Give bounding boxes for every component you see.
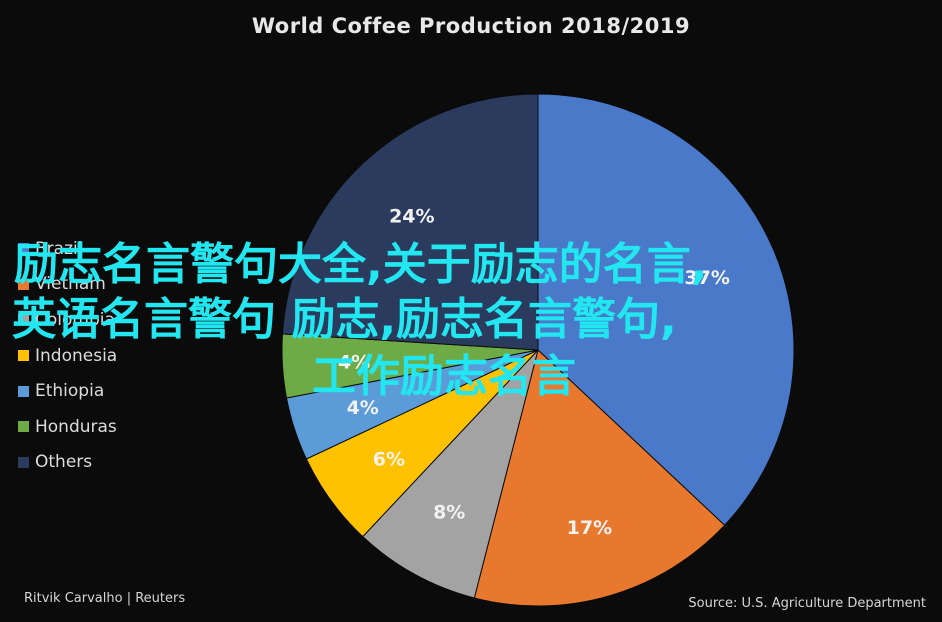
pie-label-brazil: 37% <box>684 267 729 289</box>
pie-slice-vietnam <box>473 349 726 607</box>
legend: Brazil Vietnam Colombia Indonesia Ethiopia Ho… <box>18 231 117 480</box>
pie-label-others: 24% <box>389 206 434 228</box>
pie-slice-colombia <box>362 349 539 599</box>
source-note: Source: U.S. Agriculture Department <box>688 596 926 611</box>
overlay-line-3: 工作励志名言 <box>312 351 576 402</box>
legend-swatch <box>18 456 29 468</box>
legend-item-indonesia: Indonesia <box>18 338 117 374</box>
legend-item-honduras: Honduras <box>18 409 117 445</box>
author-credit: Ritvik Carvalho | Reuters <box>24 591 186 606</box>
pie-slice-brazil <box>537 93 795 526</box>
legend-swatch <box>18 314 29 326</box>
legend-item-brazil: Brazil <box>18 231 117 267</box>
legend-label: Indonesia <box>35 345 118 366</box>
legend-label: Ethiopia <box>35 381 105 402</box>
legend-swatch <box>18 278 29 290</box>
legend-item-others: Others <box>18 445 117 481</box>
legend-swatch <box>18 243 29 255</box>
legend-label: Vietnam <box>35 274 106 295</box>
legend-item-colombia: Colombia <box>18 302 117 338</box>
pie-label-vietnam: 17% <box>567 517 612 539</box>
pie-label-colombia: 8% <box>433 502 465 524</box>
legend-label: Honduras <box>35 416 117 437</box>
pie-label-ethiopia: 4% <box>347 397 379 419</box>
legend-label: Brazil <box>35 238 83 259</box>
legend-swatch <box>18 385 29 397</box>
overlay-line-2: 英语名言警句 励志,励志名言警句, <box>12 294 677 345</box>
legend-label: Colombia <box>35 309 115 330</box>
overlay-line-1: 励志名言警句大全,关于励志的名言, <box>14 239 708 290</box>
legend-swatch <box>18 350 29 362</box>
legend-label: Others <box>35 452 93 473</box>
pie-label-indonesia: 6% <box>373 448 405 470</box>
legend-item-ethiopia: Ethiopia <box>18 373 117 409</box>
legend-item-vietnam: Vietnam <box>18 267 117 303</box>
legend-swatch <box>18 421 29 433</box>
chart-title: World Coffee Production 2018/2019 <box>251 14 691 38</box>
pie-slice-others <box>281 93 539 351</box>
pie-label-honduras: 4% <box>338 352 370 374</box>
